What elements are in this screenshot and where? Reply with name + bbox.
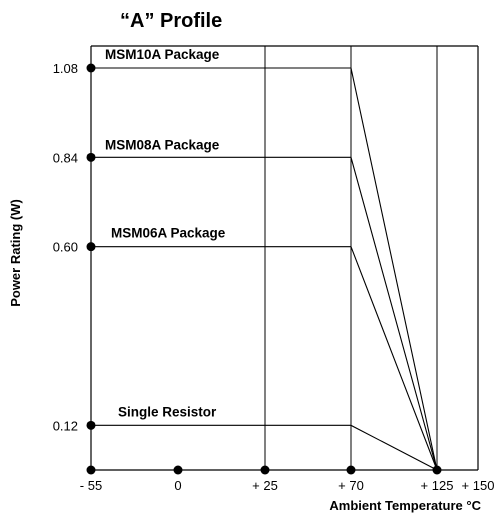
chart-title: “A” Profile [120,10,222,32]
y-axis-label: Power Rating (W) [8,199,23,307]
x-tick-label: + 70 [338,478,364,493]
series-label: MSM10A Package [105,47,220,62]
y-tick-label: 1.08 [53,61,78,76]
x-tick-dot [346,465,356,475]
x-tick-label: - 55 [80,478,102,493]
x-tick-dot [86,465,96,475]
series-label: MSM08A Package [105,137,220,152]
x-tick-dot [173,465,183,475]
y-tick-dot [86,242,96,252]
series-label: MSM06A Package [111,226,226,241]
x-tick-label: 0 [174,478,181,493]
x-tick-label: + 150 [462,478,495,493]
series-line [91,246,438,471]
series-line [91,424,438,471]
y-tick-dot [86,152,96,162]
y-tick-label: 0.60 [53,240,78,255]
x-tick-dot [432,465,442,475]
y-tick-label: 0.84 [53,150,78,165]
x-tick-label: + 25 [252,478,278,493]
x-tick-label: + 125 [421,478,454,493]
y-tick-label: 0.12 [53,418,78,433]
plot-area: MSM10A Package MSM08A Package MSM06A Packa… [53,45,495,493]
series-line [91,156,438,471]
series-label: Single Resistor [118,404,217,419]
x-axis-label: Ambient Temperature °C [329,498,481,513]
y-tick-dot [86,420,96,430]
x-tick-dot [260,465,270,475]
y-tick-dot [86,63,96,73]
series-line [91,67,438,471]
